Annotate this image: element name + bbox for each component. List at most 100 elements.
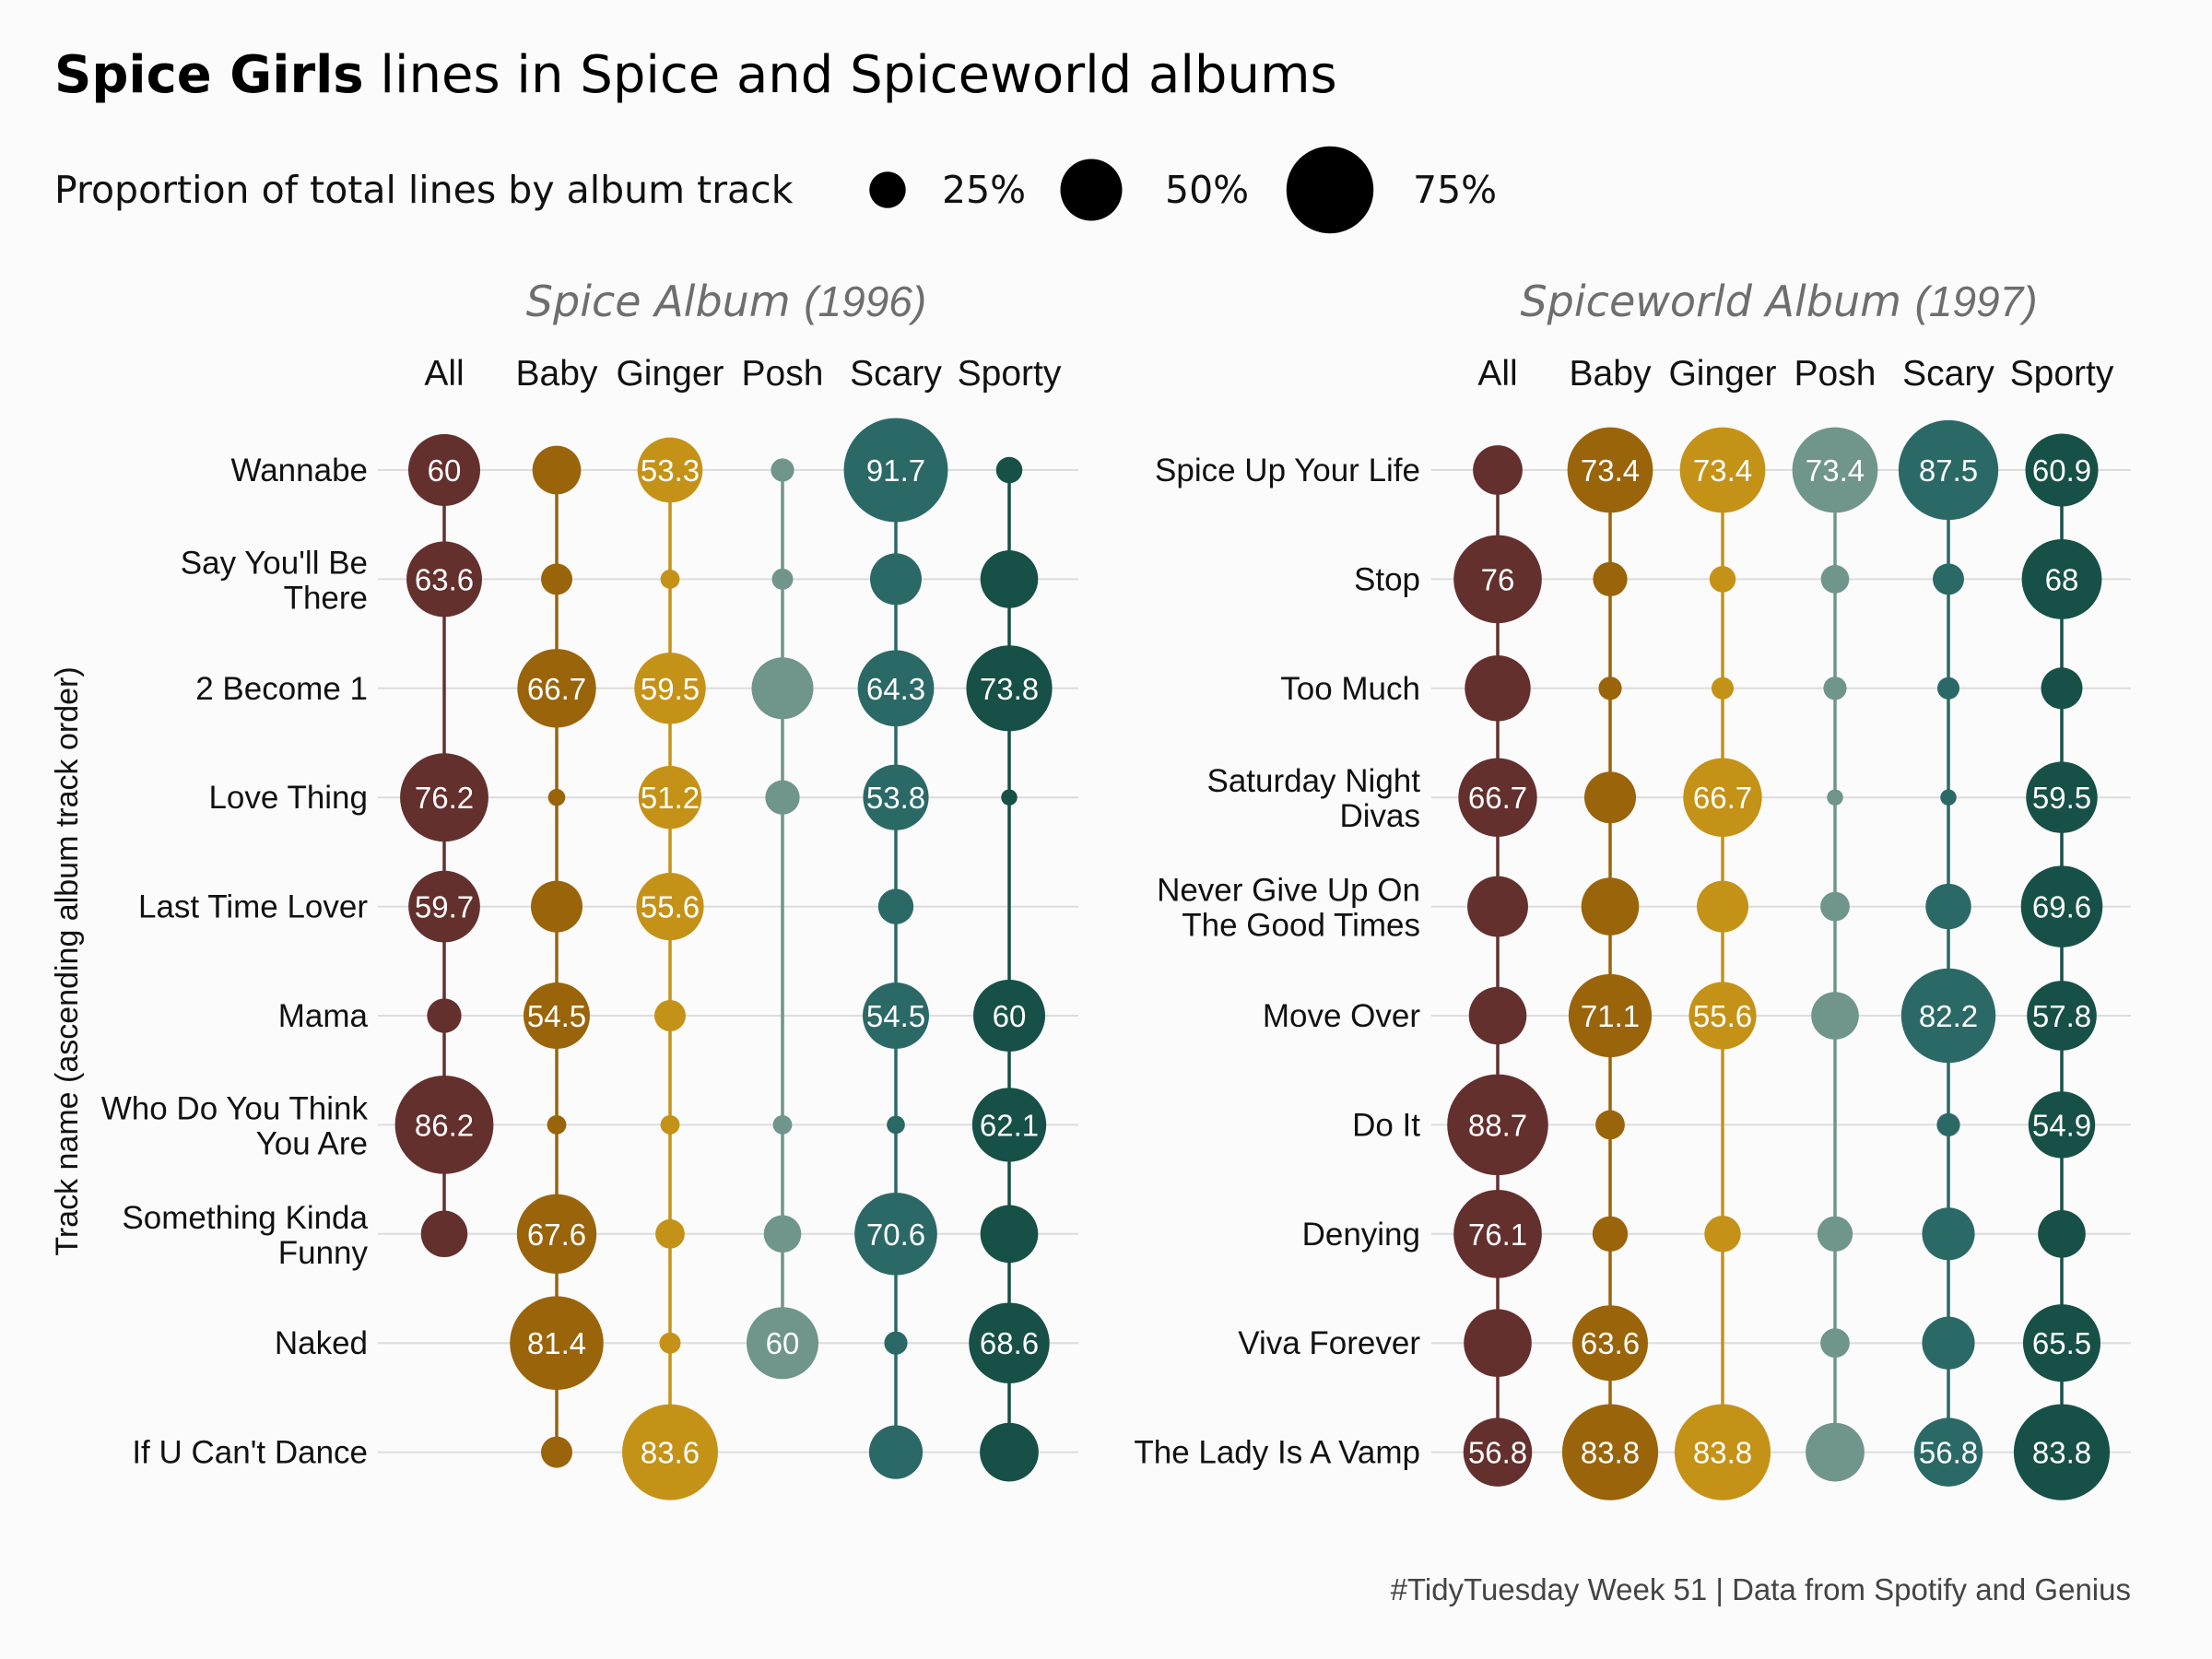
chart-title: Spice Girls lines in Spice and Spiceworl… (54, 45, 1337, 105)
dot-value-label: 62.1 (980, 1108, 1039, 1142)
column-header-scary: Scary (850, 354, 942, 394)
column-header-all: All (1477, 354, 1517, 394)
dot-all (408, 870, 480, 943)
dot-value-label: 66.7 (1693, 781, 1752, 815)
dot-value-label: 63.6 (1581, 1326, 1640, 1360)
dot-value-label: 83.6 (641, 1436, 700, 1470)
dot-value-label: 83.8 (2032, 1436, 2091, 1470)
dot-ginger (1711, 677, 1735, 700)
dot-baby (517, 649, 596, 728)
dot-baby (1568, 973, 1653, 1058)
dot-sporty (2041, 667, 2083, 710)
track-label: Saturday Night Divas (1206, 763, 1420, 834)
legend-label: 50% (1165, 168, 1249, 212)
dot-value-label: 55.6 (1693, 999, 1752, 1033)
panel-title: Spiceworld Album (1997) (1520, 276, 2037, 326)
dot-sporty (2025, 433, 2099, 507)
legend-circle (1286, 146, 1374, 234)
dot-value-label: 76 (1481, 562, 1515, 596)
dot-ginger (638, 766, 702, 830)
dot-value-label: 54.9 (2032, 1108, 2091, 1142)
track-label: Love Thing (208, 780, 368, 816)
dot-all (1467, 876, 1528, 937)
column-header-scary: Scary (1902, 354, 1994, 394)
dot-sporty (1001, 789, 1018, 806)
dot-posh (751, 657, 814, 720)
panel-1: Spice Album (1996) All Baby Ginger Posh Scary… (101, 276, 1078, 1500)
dot-ginger (1679, 427, 1766, 513)
dot-scary (870, 553, 922, 606)
dot-all (394, 1075, 494, 1174)
dot-value-label: 56.8 (1468, 1436, 1527, 1470)
dot-scary (1913, 1418, 1983, 1487)
panel-title-year: (1997) (1915, 277, 2038, 325)
dot-value-label: 60.9 (2032, 453, 2091, 488)
dot-value-label: 86.2 (415, 1108, 474, 1142)
dot-posh (771, 568, 794, 590)
dot-ginger (1674, 1404, 1771, 1500)
dot-value-label: 54.5 (866, 999, 925, 1033)
dot-sporty (980, 1422, 1039, 1482)
dot-sporty (966, 645, 1053, 732)
dot-sporty (2013, 1404, 2111, 1500)
dot-ginger (634, 653, 706, 724)
track-label: Something Kinda Funny (122, 1200, 368, 1271)
dot-scary (1900, 968, 1996, 1064)
dot-all (1453, 1189, 1542, 1278)
dot-value-label: 54.5 (527, 999, 586, 1033)
dot-posh (1817, 1216, 1853, 1253)
chart-title-rest: lines in Spice and Spiceworld albums (364, 45, 1337, 105)
dot-value-label: 73.4 (1581, 453, 1640, 488)
column-header-posh: Posh (742, 354, 824, 394)
dot-value-label: 91.7 (866, 453, 925, 488)
dot-baby (516, 1194, 597, 1274)
dot-value-label: 64.3 (866, 672, 925, 706)
dot-baby (1595, 1110, 1625, 1140)
dot-scary (887, 1115, 905, 1135)
dot-baby (541, 1436, 572, 1468)
dot-all (420, 1210, 468, 1258)
size-legend: Proportion of total lines by album track… (54, 146, 1497, 234)
dot-baby (1572, 1305, 1648, 1382)
dot-posh (1792, 427, 1878, 513)
dot-value-label: 65.5 (2032, 1326, 2091, 1360)
dot-baby (1581, 877, 1640, 935)
panel-title-main: Spice Album (526, 276, 804, 326)
panel-2: Spiceworld Album (1997)All Baby Ginger Posh… (1134, 276, 2131, 1500)
dot-value-label: 59.5 (2032, 781, 2091, 815)
dot-baby (524, 982, 590, 1049)
dot-value-label: 70.6 (866, 1218, 925, 1252)
dot-ginger (659, 1332, 681, 1354)
dot-sporty (980, 1205, 1039, 1264)
panel-title: Spice Album (1996) (526, 276, 926, 326)
dot-all (1473, 445, 1523, 495)
dot-sporty (2020, 865, 2103, 947)
dot-ginger (660, 1115, 680, 1135)
track-label: Stop (1354, 561, 1420, 597)
track-label: If U Can't Dance (132, 1435, 368, 1471)
dot-value-label: 76.2 (415, 781, 474, 815)
dot-sporty (971, 1088, 1047, 1162)
legend-title: Proportion of total lines by album track (54, 168, 794, 212)
dot-value-label: 53.3 (641, 453, 700, 488)
dot-baby (532, 445, 582, 495)
dot-scary (843, 418, 948, 523)
track-label: The Lady Is A Vamp (1134, 1435, 1420, 1471)
dot-value-label: 60 (428, 453, 462, 488)
dot-value-label: 73.4 (1806, 453, 1865, 488)
dot-ginger (1709, 566, 1736, 593)
dot-scary (1933, 563, 1964, 595)
dot-value-label: 53.8 (866, 781, 925, 815)
column-header-sporty: Sporty (958, 354, 1062, 394)
track-label: Too Much (1280, 671, 1420, 707)
dot-sporty (2022, 1304, 2101, 1382)
dot-posh (1806, 1422, 1865, 1482)
dot-all (408, 434, 480, 506)
dot-ginger (654, 1000, 686, 1031)
dot-all (1465, 655, 1531, 722)
dot-sporty (2038, 1210, 2086, 1258)
dot-value-label: 60 (766, 1326, 800, 1360)
track-label: Wannabe (230, 453, 368, 488)
dot-value-label: 66.7 (527, 672, 586, 706)
